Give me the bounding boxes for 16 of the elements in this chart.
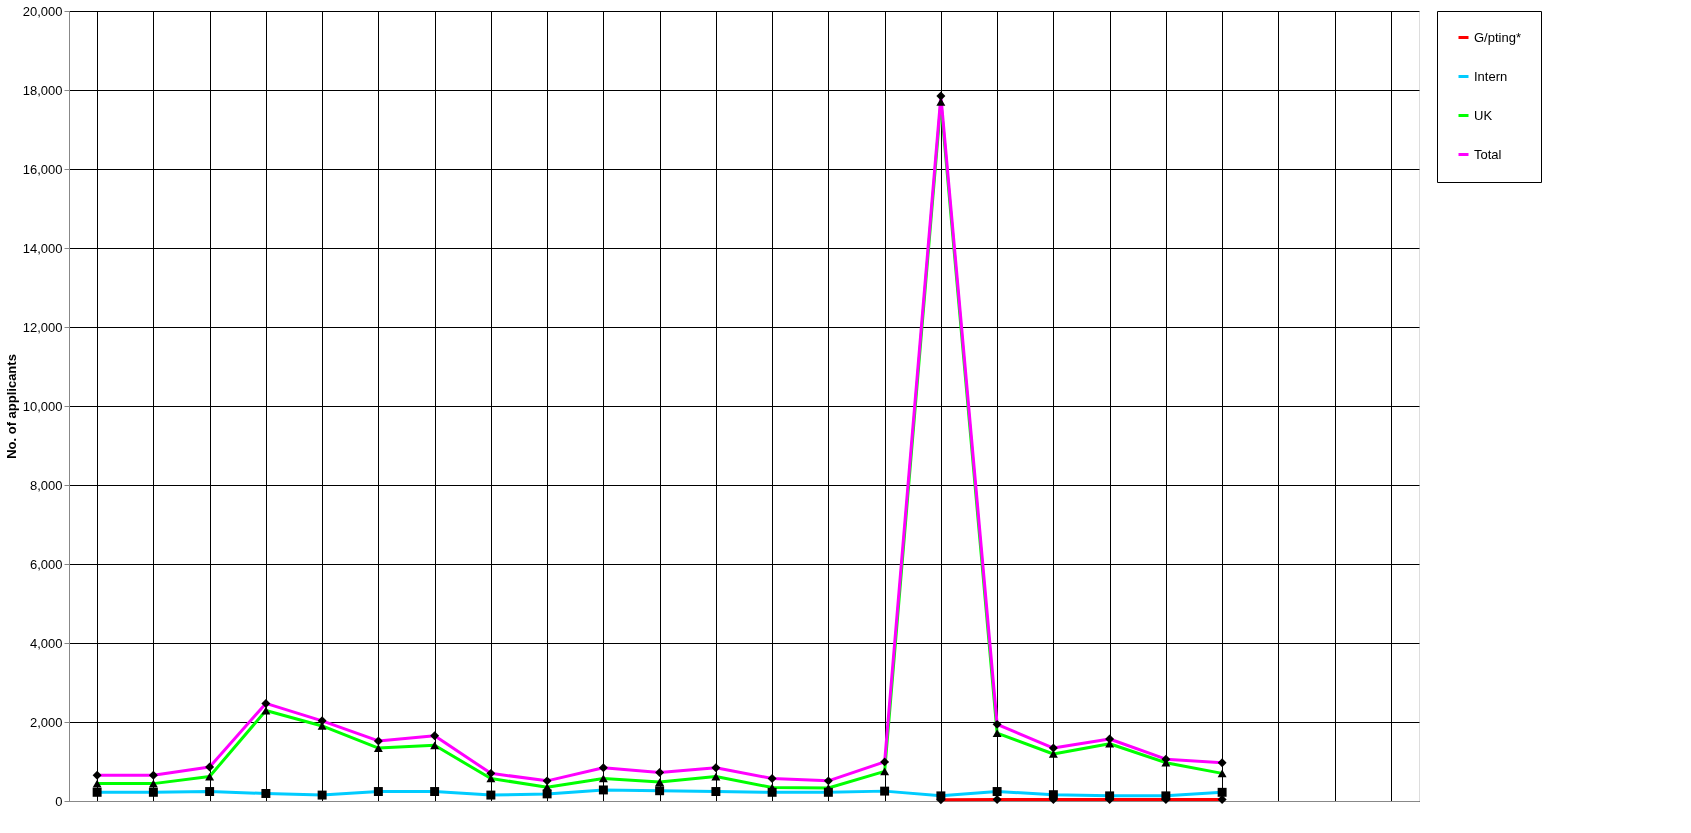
legend-label: Intern <box>1474 68 1508 84</box>
y-tick-label: 2,000 <box>29 714 63 730</box>
y-axis-title: No. of applicants <box>3 354 19 459</box>
y-tick-label: 0 <box>55 793 63 809</box>
y-tick-label: 6,000 <box>29 556 63 572</box>
legend-label: Total <box>1474 146 1502 162</box>
legend-label: G/pting* <box>1474 29 1521 45</box>
y-tick-label: 10,000 <box>22 398 63 414</box>
y-tick-label: 20,000 <box>22 3 63 19</box>
y-tick-label: 14,000 <box>22 240 63 256</box>
y-tick-label: 4,000 <box>29 635 63 651</box>
legend-label: UK <box>1474 107 1493 123</box>
y-tick-label: 8,000 <box>29 477 63 493</box>
y-tick-label: 18,000 <box>22 82 63 98</box>
y-tick-label: 16,000 <box>22 161 63 177</box>
y-tick-label: 12,000 <box>22 319 63 335</box>
